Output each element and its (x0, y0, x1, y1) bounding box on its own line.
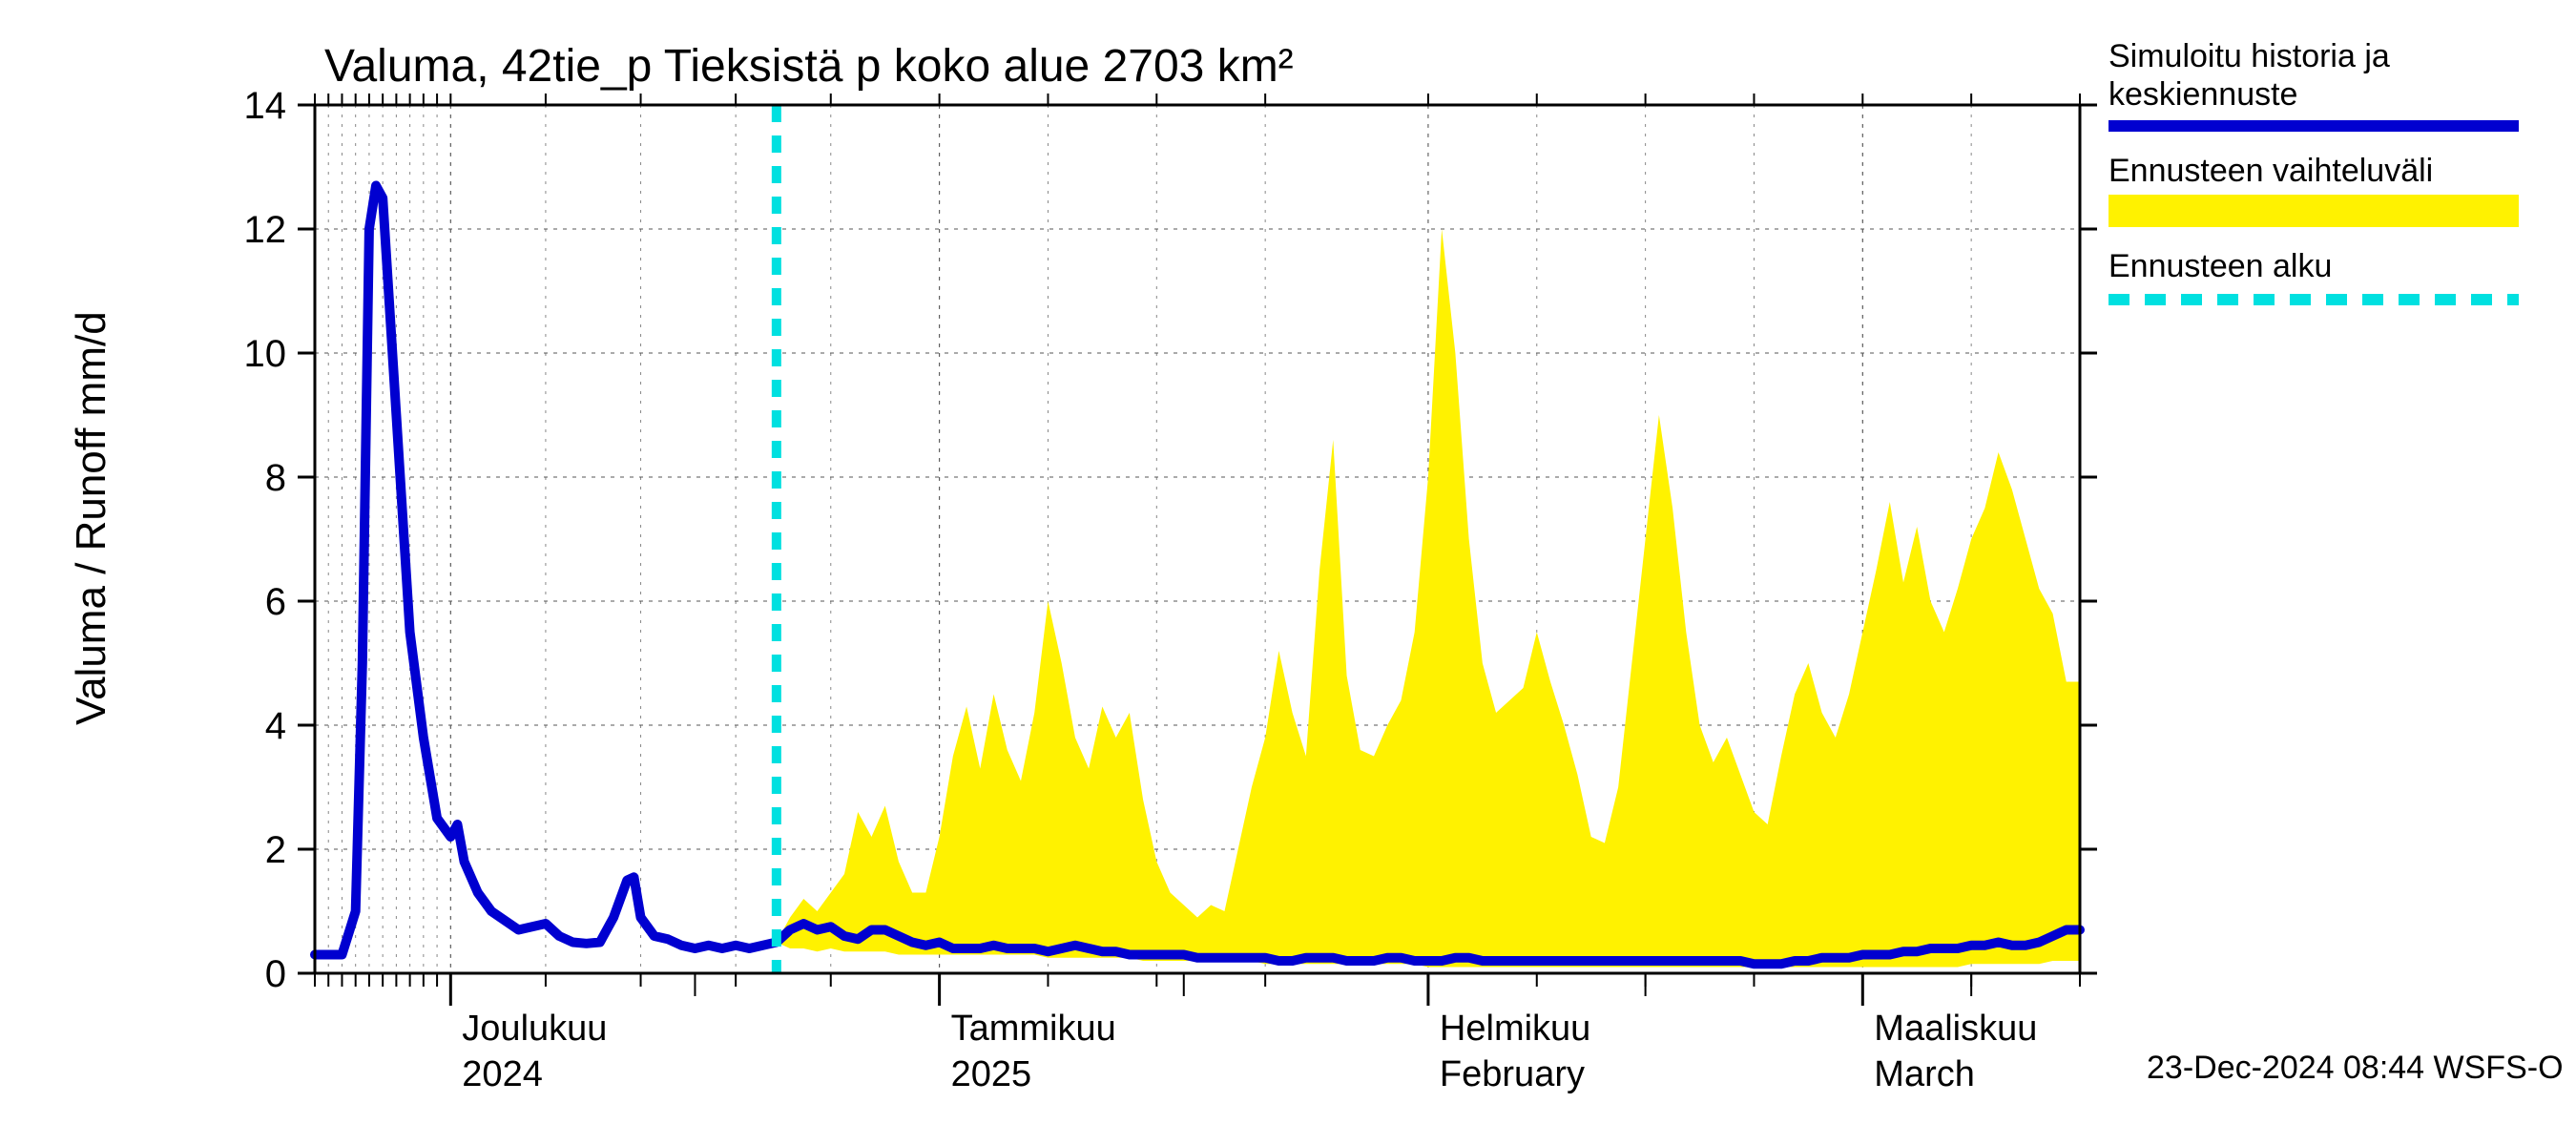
y-tick-label: 4 (265, 705, 286, 747)
x-tick-label: Tammikuu (951, 1009, 1116, 1049)
x-tick-sublabel: 2024 (462, 1054, 543, 1094)
legend-sample-yellow (2109, 195, 2519, 227)
chart-title: Valuma, 42tie_p Tieksistä p koko alue 27… (324, 41, 1294, 92)
chart-svg: Valuma, 42tie_p Tieksistä p koko alue 27… (0, 0, 2576, 1145)
y-tick-label: 0 (265, 953, 286, 995)
runoff-chart: Valuma, 42tie_p Tieksistä p koko alue 27… (0, 0, 2576, 1145)
legend-label-sim-1: Simuloitu historia ja (2109, 38, 2390, 74)
y-tick-label: 10 (244, 333, 287, 375)
y-tick-label: 14 (244, 85, 287, 127)
legend-label-start: Ennusteen alku (2109, 248, 2332, 284)
x-tick-sublabel: March (1874, 1054, 1975, 1094)
y-tick-label: 6 (265, 581, 286, 623)
legend-label-range: Ennusteen vaihteluväli (2109, 153, 2433, 189)
y-axis-label: Valuma / Runoff mm/d (68, 311, 114, 725)
x-tick-label: Maaliskuu (1874, 1009, 2037, 1049)
x-tick-label: Joulukuu (462, 1009, 607, 1049)
y-tick-label: 12 (244, 209, 287, 251)
y-tick-label: 8 (265, 457, 286, 499)
x-tick-sublabel: 2025 (951, 1054, 1032, 1094)
legend-label-sim-2: keskiennuste (2109, 76, 2297, 113)
x-tick-label: Helmikuu (1440, 1009, 1590, 1049)
y-tick-label: 2 (265, 829, 286, 871)
x-tick-sublabel: February (1440, 1054, 1585, 1094)
footer-timestamp: 23-Dec-2024 08:44 WSFS-O (2147, 1050, 2564, 1086)
